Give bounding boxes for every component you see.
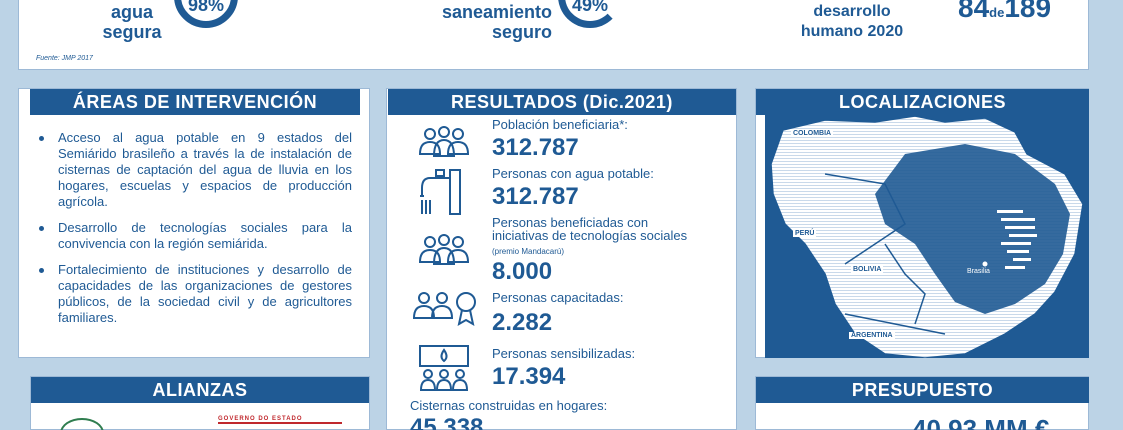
results-title: RESULTADOS (Dic.2021): [388, 89, 736, 115]
result-value: 8.000: [492, 258, 553, 285]
state-government-logo: GOVERNO DO ESTADO: [218, 416, 342, 430]
result-label: Cisternas construidas en hogares:: [410, 398, 608, 413]
result-value: 17.394: [492, 363, 566, 390]
result-value: 45.338: [410, 414, 484, 430]
audience-presentation-icon: [419, 345, 469, 391]
areas-title: ÁREAS DE INTERVENCIÓN: [30, 89, 360, 115]
safe-water-percent: 98%: [187, 0, 225, 15]
list-item: Acceso al agua potable en 9 estados del …: [36, 130, 352, 210]
safe-sanitation-label: saneamiento seguro: [441, 2, 552, 42]
locations-title: LOCALIZACIONES: [756, 89, 1089, 115]
partners-title: ALIANZAS: [31, 377, 369, 403]
budget-title: PRESUPUESTO: [756, 377, 1089, 403]
map-label-brasilia: Brasilia: [967, 268, 990, 275]
result-label: Personas beneficiadas con iniciativas de…: [492, 215, 688, 243]
map-label-colombia: COLOMBIA: [791, 130, 834, 137]
result-note: (premio Mandacarú): [492, 247, 565, 256]
map-label-argentina: ARGENTINA: [849, 332, 895, 339]
result-label: Personas capacitadas:: [492, 290, 624, 305]
human-development-rank: 84de189: [958, 0, 1052, 23]
safe-water-label: agua segura: [102, 2, 162, 42]
map-label-bolivia: BOLIVIA: [851, 266, 884, 273]
safe-sanitation-percent: 49%: [571, 0, 609, 15]
map-label-peru: PERÚ: [793, 230, 817, 237]
areas-panel: [18, 88, 370, 358]
water-tap-icon: [420, 169, 461, 215]
south-america-map: COLOMBIA PERÚ BOLIVIA ARGENTINA Brasilia: [765, 114, 1089, 358]
result-label: Personas con agua potable:: [492, 166, 654, 181]
list-item: Fortalecimiento de instituciones y desar…: [36, 262, 352, 326]
human-development-label: desarrollo humano 2020: [800, 3, 904, 40]
result-label: Población beneficiaria*:: [492, 117, 628, 132]
areas-list: Acceso al agua potable en 9 estados del …: [36, 130, 352, 336]
map-graphic: [770, 115, 1084, 358]
result-value: 312.787: [492, 183, 579, 210]
trained-people-icon: [412, 292, 476, 326]
people-group-icon: [418, 234, 470, 265]
safe-water-ring-chart: 98%: [174, 0, 238, 28]
list-item: Desarrollo de tecnologías sociales para …: [36, 220, 352, 252]
people-group-icon: [418, 126, 470, 157]
source-note: Fuente: JMP 2017: [36, 55, 93, 62]
result-value: 2.282: [492, 309, 553, 336]
budget-amount: 40,93 MM €: [912, 414, 1050, 430]
result-label: Personas sensibilizadas:: [492, 346, 636, 361]
results-panel: [386, 88, 737, 430]
result-value: 312.787: [492, 134, 579, 161]
